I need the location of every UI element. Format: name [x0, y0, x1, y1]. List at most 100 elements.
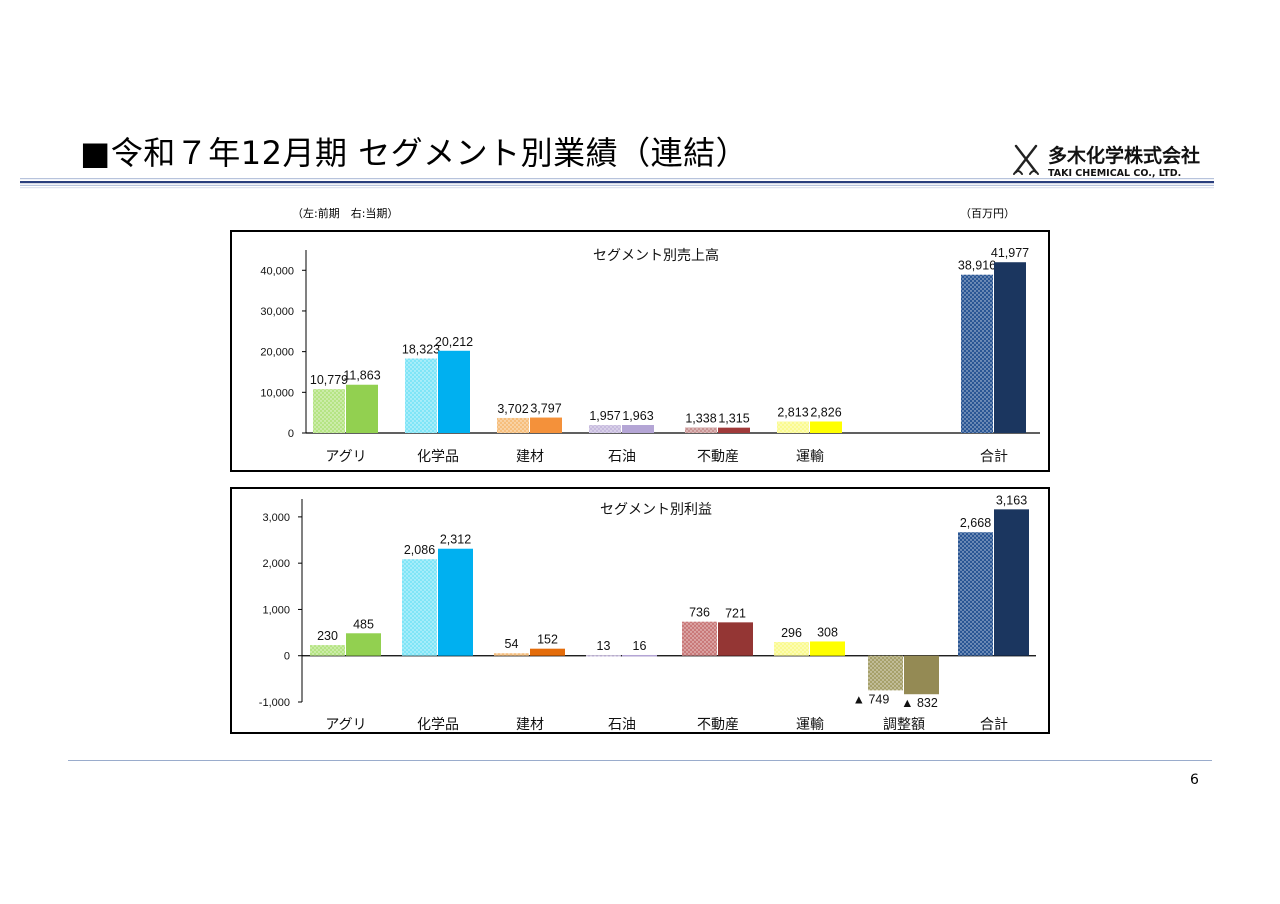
profit-chart-frame: セグメント別利益 -1,000 0 1,000 2,000 3,000 230 485 アグリ 2… — [230, 487, 1050, 734]
data-label: 1,338 — [685, 412, 716, 426]
y-tick-label: 20,000 — [260, 347, 294, 359]
bar-prev-2 — [405, 358, 437, 433]
data-label: 41,977 — [991, 246, 1029, 260]
data-label: 13 — [597, 639, 611, 653]
data-label: 152 — [537, 633, 558, 647]
y-tick-label: 40,000 — [260, 265, 294, 277]
data-label: 54 — [505, 637, 519, 651]
data-label: 721 — [725, 606, 746, 620]
data-label: 3,163 — [996, 493, 1027, 507]
data-label: 485 — [353, 617, 374, 631]
data-label: 1,315 — [718, 412, 749, 426]
category-label: 石油 — [608, 716, 636, 732]
bar-prev-4 — [589, 425, 621, 433]
category-label: 調整額 — [883, 716, 925, 732]
category-label: 合計 — [980, 448, 1008, 464]
category-label: 建材 — [516, 716, 544, 732]
bar-curr-5 — [718, 622, 753, 656]
crossed-tools-icon — [1013, 144, 1039, 175]
bar-prev-2 — [402, 559, 437, 656]
bar-curr-3 — [530, 417, 562, 433]
data-label: 1,957 — [589, 409, 620, 423]
bar-curr-7 — [904, 655, 939, 695]
bar-curr-6 — [810, 421, 842, 433]
bar-prev-3 — [497, 417, 529, 433]
data-label: 736 — [689, 606, 710, 620]
data-label: 1,963 — [622, 409, 653, 423]
data-label: ▲ 832 — [901, 696, 938, 710]
category-label: アグリ — [325, 716, 366, 732]
bar-prev-8 — [961, 274, 993, 433]
y-tick-label: 10,000 — [260, 387, 294, 399]
company-name-en: TAKI CHEMICAL CO., LTD. — [1048, 168, 1181, 179]
bar-prev-5 — [685, 427, 717, 433]
category-label: 化学品 — [417, 448, 459, 464]
category-label: アグリ — [325, 448, 366, 464]
bar-curr-4 — [622, 425, 654, 433]
company-name-jp: 多木化学株式会社 — [1048, 144, 1200, 167]
period-legend-note: （左:前期 右:当期） — [292, 207, 399, 220]
bar-prev-6 — [777, 421, 809, 433]
bar-prev-1 — [313, 389, 345, 433]
bar-prev-5 — [682, 621, 717, 656]
data-label: 308 — [817, 625, 838, 639]
category-label: 運輸 — [796, 448, 824, 464]
bar-curr-1 — [346, 384, 378, 433]
chart-title: セグメント別利益 — [600, 501, 712, 517]
category-label: 建材 — [516, 448, 544, 464]
data-label: 3,797 — [530, 402, 561, 416]
y-tick-label: 30,000 — [260, 306, 294, 318]
y-tick-label: 3,000 — [262, 512, 290, 524]
bar-curr-6 — [810, 641, 845, 656]
bar-prev-7 — [868, 655, 903, 691]
footer-rule — [68, 760, 1212, 761]
bar-prev-1 — [310, 645, 345, 656]
bar-prev-6 — [774, 642, 809, 656]
data-label: 296 — [781, 626, 802, 640]
y-tick-label: 2,000 — [262, 558, 290, 570]
slide-title: ■令和７年12月期 セグメント別業績（連結） — [80, 134, 749, 172]
category-label: 合計 — [980, 716, 1008, 732]
data-label: ▲ 749 — [853, 692, 890, 706]
data-label: 2,826 — [810, 406, 841, 420]
bar-prev-4 — [586, 655, 621, 657]
category-label: 化学品 — [417, 716, 459, 732]
header-rule — [20, 178, 1214, 189]
profit-chart: セグメント別利益 -1,000 0 1,000 2,000 3,000 230 485 アグリ 2… — [259, 493, 1036, 732]
data-label: 2,668 — [960, 516, 991, 530]
bar-curr-2 — [438, 350, 470, 433]
bar-curr-8 — [994, 509, 1029, 656]
data-label: 230 — [317, 629, 338, 643]
data-label: 20,212 — [435, 335, 473, 349]
data-label: 38,916 — [958, 259, 996, 273]
y-tick-label: 0 — [288, 428, 294, 440]
data-label: 11,863 — [343, 369, 380, 383]
sales-chart: セグメント別売上高 0 10,000 20,000 30,000 40,000 10,779… — [260, 246, 1040, 464]
category-label: 石油 — [608, 448, 636, 464]
data-label: 2,312 — [440, 533, 471, 547]
bar-curr-5 — [718, 427, 750, 433]
category-label: 不動産 — [697, 448, 739, 464]
page-number: 6 — [1190, 772, 1199, 788]
category-label: 不動産 — [697, 716, 739, 732]
data-label: 3,702 — [497, 402, 528, 416]
y-tick-label: -1,000 — [259, 697, 290, 709]
bar-curr-8 — [994, 262, 1026, 433]
data-label: 16 — [633, 639, 647, 653]
y-tick-label: 0 — [284, 651, 290, 663]
bar-curr-4 — [622, 654, 657, 657]
company-logo: 多木化学株式会社 TAKI CHEMICAL CO., LTD. — [1013, 144, 1200, 179]
data-label: 2,813 — [777, 406, 808, 420]
data-label: 10,779 — [310, 373, 348, 387]
bar-curr-1 — [346, 633, 381, 656]
data-label: 18,323 — [402, 342, 440, 356]
bar-curr-3 — [530, 648, 565, 656]
sales-chart-frame: セグメント別売上高 0 10,000 20,000 30,000 40,000 10,779… — [230, 230, 1050, 472]
y-tick-label: 1,000 — [262, 604, 290, 616]
unit-note: （百万円） — [960, 207, 1015, 220]
data-label: 2,086 — [404, 543, 435, 557]
bar-prev-8 — [958, 532, 993, 656]
bar-curr-2 — [438, 548, 473, 656]
category-label: 運輸 — [796, 716, 824, 732]
chart-title: セグメント別売上高 — [593, 247, 719, 263]
